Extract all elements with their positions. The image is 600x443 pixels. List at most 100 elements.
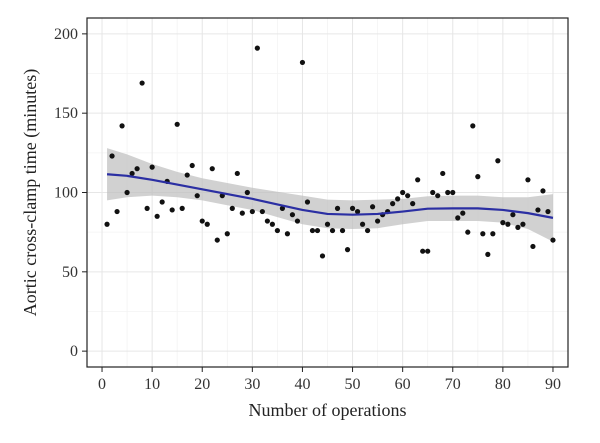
y-tick-label: 50 <box>62 264 78 281</box>
data-point <box>470 123 476 129</box>
smooth-line <box>106 173 554 219</box>
data-point <box>540 188 546 194</box>
data-point <box>455 215 461 221</box>
data-point <box>109 153 115 159</box>
data-point <box>139 80 145 86</box>
x-tick-label: 30 <box>244 376 260 393</box>
data-point <box>199 218 205 224</box>
data-point <box>304 199 311 205</box>
data-point <box>375 218 381 224</box>
data-point <box>334 205 341 211</box>
data-point <box>194 193 200 199</box>
x-tick-label: 60 <box>395 376 411 393</box>
data-point <box>229 205 235 211</box>
y-tick-label: 0 <box>70 343 78 360</box>
data-point <box>430 189 436 196</box>
data-point <box>144 205 150 211</box>
data-point <box>390 201 396 207</box>
data-point <box>244 189 250 196</box>
data-point <box>269 221 275 227</box>
data-point <box>259 208 265 215</box>
data-point <box>550 237 556 243</box>
data-point <box>234 170 240 177</box>
data-point <box>530 243 536 250</box>
data-point <box>169 207 175 213</box>
data-point <box>505 221 511 227</box>
data-point <box>264 218 270 224</box>
data-point <box>324 221 331 227</box>
x-tick-label: 20 <box>194 376 210 393</box>
data-point <box>480 231 486 237</box>
x-tick-label: 50 <box>345 376 361 393</box>
data-point <box>535 207 541 213</box>
data-point <box>500 220 506 226</box>
data-point <box>475 174 481 180</box>
y-tick-label: 200 <box>54 26 78 43</box>
data-point <box>354 208 361 215</box>
data-point <box>214 237 220 243</box>
x-tick-label: 70 <box>445 376 461 393</box>
data-point <box>254 45 260 51</box>
data-point <box>520 221 526 227</box>
data-point <box>134 166 140 172</box>
data-point <box>239 210 245 216</box>
data-point <box>369 204 376 210</box>
data-point <box>395 196 401 202</box>
data-point <box>309 227 316 234</box>
data-point <box>510 212 516 218</box>
x-axis-title: Number of operations <box>249 400 407 420</box>
data-points <box>104 45 556 259</box>
data-point <box>119 123 125 129</box>
confidence-band-layer <box>107 148 553 242</box>
data-point <box>339 227 346 234</box>
data-point <box>490 231 496 237</box>
data-point <box>445 189 451 196</box>
data-point <box>189 162 195 169</box>
data-point <box>149 164 155 170</box>
data-point <box>405 193 411 199</box>
data-point <box>495 158 501 164</box>
data-point <box>400 189 406 196</box>
data-point <box>359 221 366 227</box>
x-tick-label: 80 <box>495 376 511 393</box>
data-point <box>274 227 280 234</box>
data-point <box>129 170 135 177</box>
data-point <box>460 210 466 216</box>
data-point <box>465 229 471 235</box>
data-point <box>344 247 351 253</box>
data-point <box>184 172 190 178</box>
data-point <box>249 208 255 215</box>
smooth-line-layer <box>106 173 554 219</box>
data-point <box>415 177 421 183</box>
data-point <box>425 248 431 254</box>
y-tick-label: 150 <box>54 105 78 122</box>
data-point <box>319 253 326 259</box>
data-point <box>349 205 356 211</box>
x-axis: 0 10 20 30 40 50 60 70 80 90 <box>98 367 561 393</box>
data-point <box>485 251 491 257</box>
data-point <box>410 201 416 207</box>
data-point <box>515 224 521 230</box>
confidence-band <box>107 148 553 242</box>
data-point <box>174 121 180 127</box>
data-point <box>314 227 321 234</box>
x-tick-label: 10 <box>144 376 160 393</box>
data-point <box>159 199 165 205</box>
y-axis-title: Aortic cross-clamp time (minutes) <box>20 69 41 316</box>
data-point <box>294 218 301 224</box>
data-point <box>114 208 120 215</box>
data-point <box>289 212 296 218</box>
data-point <box>525 177 531 183</box>
x-tick-label: 90 <box>545 376 561 393</box>
data-point <box>284 231 291 237</box>
y-tick-label: 100 <box>54 185 78 202</box>
data-point <box>279 205 286 211</box>
data-point <box>124 189 130 196</box>
data-point <box>420 248 426 254</box>
data-point <box>545 208 551 215</box>
x-tick-label: 40 <box>294 376 310 393</box>
data-point <box>154 213 160 219</box>
data-point <box>435 193 441 199</box>
data-point <box>224 231 230 237</box>
